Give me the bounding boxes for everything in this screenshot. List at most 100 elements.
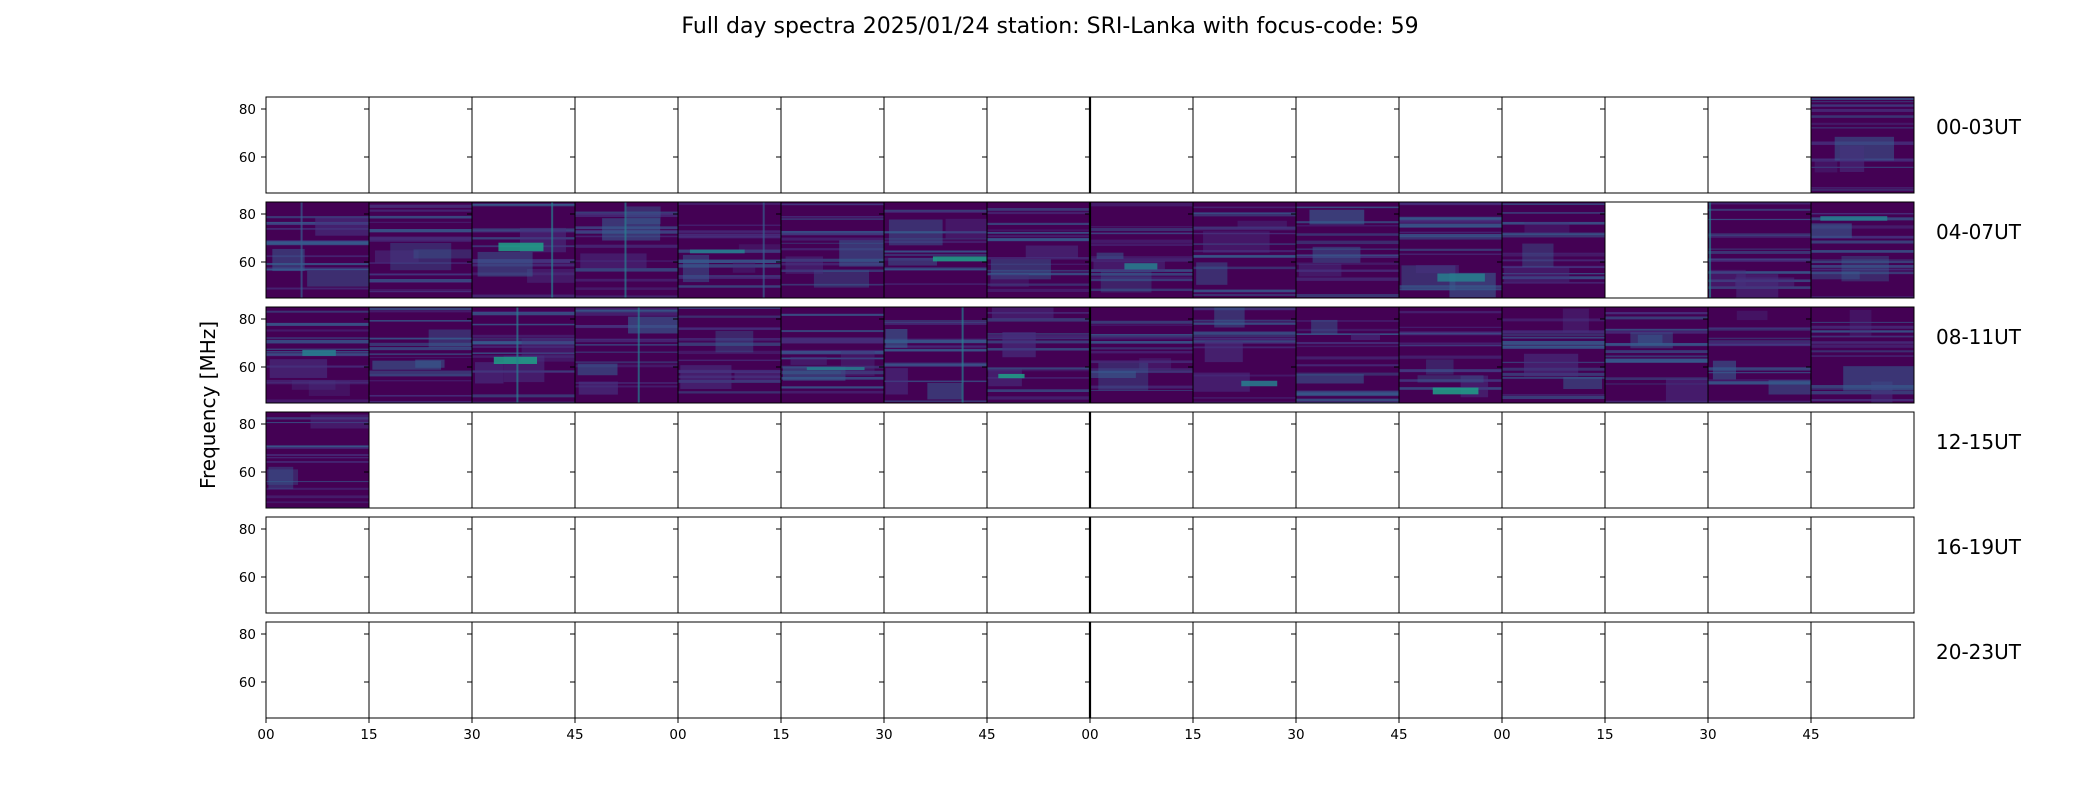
spectrum-band [266, 461, 369, 463]
spectrum-panel [884, 202, 998, 298]
spectrum-band [1296, 269, 1399, 272]
spectrum-band [1399, 369, 1502, 373]
spectrum-region [715, 330, 754, 353]
spectrum-panel [678, 307, 781, 403]
spectrum-band [369, 338, 472, 340]
y-axis-label: Frequency [MHz] [196, 321, 220, 489]
spectrum-panel [575, 517, 678, 613]
spectrum-panel [472, 202, 587, 298]
spectrum-panel [1090, 412, 1193, 508]
spectrum-band [1090, 276, 1193, 280]
row-label: 16-19UT [1936, 535, 2022, 559]
spectrum-burst [1124, 263, 1158, 270]
spectrum-panel [1708, 202, 1811, 298]
spectrum-panel [1811, 622, 1914, 718]
spectrum-band [1296, 240, 1399, 245]
spectrum-panel [987, 307, 1090, 403]
y-tick-label: 80 [239, 627, 256, 643]
spectrum-band [472, 338, 575, 340]
spectrum-panel [472, 307, 591, 403]
spectrum-band [1296, 294, 1399, 298]
panel-background [1502, 97, 1605, 193]
spectrum-band [1090, 232, 1193, 235]
spectrum-region [1811, 223, 1852, 238]
spectrum-region [1203, 231, 1270, 253]
spectrum-band [266, 310, 369, 313]
spectrum-region [1311, 319, 1338, 334]
spectrum-panel [1193, 517, 1296, 613]
spectrum-region [413, 249, 472, 259]
spectrum-band [678, 342, 781, 346]
spectrum-band [1502, 234, 1605, 238]
spectrum-panel [1502, 622, 1605, 718]
spectrum-band [472, 311, 575, 316]
spectrum-region [1637, 334, 1663, 345]
spectrum-band [678, 275, 781, 279]
panel-background [472, 412, 575, 508]
spectrum-band [884, 322, 987, 325]
spectrum-band [266, 454, 369, 457]
spectrum-band [1708, 340, 1811, 343]
panel-background [369, 622, 472, 718]
spectrum-panel [1296, 622, 1399, 718]
x-tick-label: 30 [1287, 727, 1304, 743]
spectrum-region [888, 257, 937, 266]
spectrum-band [1399, 223, 1502, 227]
spectrum-panel [1502, 307, 1605, 403]
spectrum-band [266, 287, 369, 290]
panel-background [1399, 412, 1502, 508]
spectrum-band [1502, 342, 1605, 345]
spectrum-panel [987, 412, 1090, 508]
panel-background [1399, 517, 1502, 613]
spectrum-band [266, 255, 369, 258]
x-tick-label: 45 [1802, 727, 1819, 743]
panel-row: 80 60 04-07UT [239, 201, 2022, 299]
spectrum-band [1605, 355, 1708, 358]
spectrum-panel [1296, 517, 1399, 613]
spectrum-band [1090, 347, 1193, 350]
spectrum-band [884, 345, 987, 348]
spectrum-vertical-burst [762, 202, 765, 298]
spectrum-panel [781, 622, 884, 718]
spectrum-panel [1502, 97, 1605, 193]
panel-frame [1810, 516, 1915, 614]
spectrum-band [1090, 334, 1193, 338]
spectrum-panel [266, 412, 375, 508]
panel-background [1502, 622, 1605, 718]
spectrum-band [1399, 355, 1502, 359]
panel-background [575, 412, 678, 508]
spectrum-band [1708, 372, 1811, 374]
panel-background [575, 97, 678, 193]
spectrum-band [678, 327, 781, 330]
spectrum-region [428, 329, 471, 348]
spectrum-band [1502, 376, 1605, 379]
spectrum-band [781, 390, 884, 394]
spectrum-band [781, 350, 884, 355]
spectrum-region [628, 316, 686, 334]
spectrum-panel [987, 202, 1090, 298]
panel-background [266, 622, 369, 718]
spectrum-band [1090, 390, 1193, 392]
x-tick-label: 30 [463, 727, 480, 743]
panel-background [1605, 97, 1708, 193]
spectrum-panel [781, 202, 902, 298]
spectrum-band [1605, 400, 1708, 403]
spectrum-band [1708, 400, 1811, 403]
panel-row: 80 60 16-19UT [239, 516, 2022, 614]
spectrum-band [1502, 333, 1605, 337]
spectrum-band [1296, 333, 1399, 335]
spectrum-region [602, 218, 661, 241]
spectrum-band [575, 385, 678, 388]
spectrum-band [1811, 321, 1914, 323]
spectrum-panel [781, 412, 884, 508]
x-tick-label: 30 [1699, 727, 1716, 743]
spectrum-panel [1502, 517, 1605, 613]
spectrum-region [1204, 341, 1243, 363]
spectrum-band [266, 267, 369, 270]
spectrum-region [1426, 359, 1454, 375]
spectrum-panel [1090, 622, 1193, 718]
spectrum-band [575, 213, 678, 217]
spectrum-band [1811, 399, 1914, 402]
spectrum-region [1025, 245, 1078, 258]
spectrum-panel [369, 307, 472, 403]
